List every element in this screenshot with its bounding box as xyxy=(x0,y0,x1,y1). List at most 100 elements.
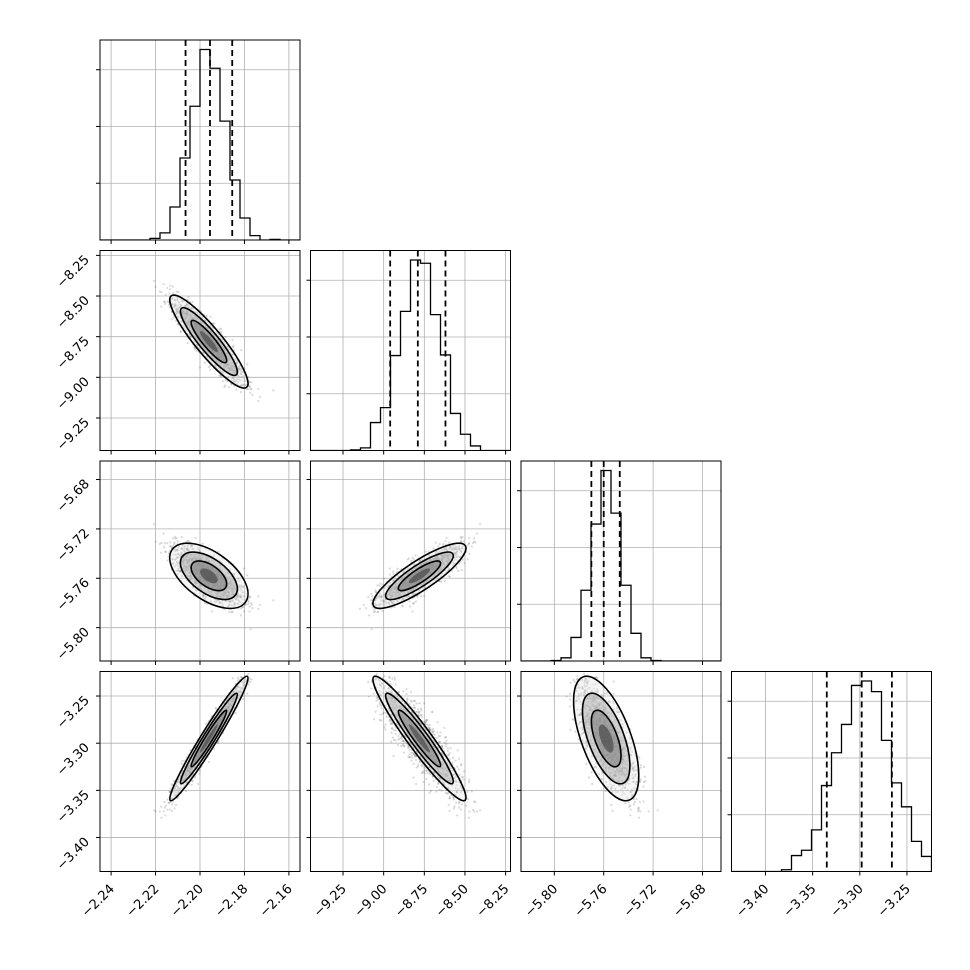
sample-point xyxy=(432,547,435,550)
sample-point xyxy=(182,545,186,548)
sample-point xyxy=(174,537,177,540)
sample-point xyxy=(221,338,224,341)
sample-point xyxy=(248,385,251,388)
sample-point xyxy=(219,559,222,562)
sample-point xyxy=(186,545,189,548)
sample-point xyxy=(258,395,262,399)
sample-point xyxy=(231,377,234,380)
sample-point xyxy=(374,599,377,602)
sample-point xyxy=(226,345,229,349)
axes-frame xyxy=(99,250,301,451)
sample-point xyxy=(171,285,174,288)
sample-point xyxy=(377,595,380,598)
sample-point xyxy=(226,380,229,383)
sample-point xyxy=(214,364,217,367)
sample-point xyxy=(228,601,231,604)
sample-point xyxy=(468,536,471,540)
sample-point xyxy=(168,306,171,309)
sample-point xyxy=(381,610,384,613)
sample-point xyxy=(378,584,381,588)
scatter-panel-2-0: −5.80−5.76−5.72−5.68 xyxy=(54,460,301,665)
sample-point xyxy=(172,544,175,547)
sample-point xyxy=(191,586,194,589)
sample-point xyxy=(234,358,237,361)
sample-point xyxy=(187,549,190,552)
sample-point xyxy=(178,306,181,310)
sample-point xyxy=(219,601,222,604)
sample-point xyxy=(204,596,207,599)
sample-point xyxy=(223,608,226,611)
sample-point xyxy=(192,547,195,550)
sample-point xyxy=(203,597,207,601)
sample-point xyxy=(454,553,457,556)
sample-point xyxy=(217,550,220,553)
sample-point xyxy=(238,579,241,583)
sample-point xyxy=(250,603,253,606)
sample-point xyxy=(232,573,235,576)
sample-point xyxy=(418,559,421,562)
sample-point xyxy=(237,577,240,580)
sample-point xyxy=(185,305,188,308)
histogram-panel-2 xyxy=(517,460,722,665)
sample-point xyxy=(177,568,180,571)
sample-point xyxy=(249,391,252,394)
sample-point xyxy=(250,381,253,384)
sample-point xyxy=(239,368,242,371)
sample-point xyxy=(244,592,248,595)
sample-point xyxy=(392,572,395,576)
sample-point xyxy=(408,600,411,603)
sample-point xyxy=(408,605,412,608)
sample-point xyxy=(379,582,382,586)
sample-point xyxy=(217,334,220,337)
grid xyxy=(310,461,511,661)
sample-point xyxy=(176,556,179,560)
sample-point xyxy=(181,299,184,302)
sample-point xyxy=(382,577,386,580)
sample-point xyxy=(186,539,189,543)
sample-point xyxy=(238,367,241,370)
sample-point xyxy=(241,606,245,609)
sample-point xyxy=(383,603,386,606)
sample-point xyxy=(160,541,163,545)
sample-point xyxy=(397,575,400,578)
sample-point xyxy=(376,610,380,614)
sample-point xyxy=(240,375,243,378)
sample-point xyxy=(378,604,381,607)
sample-point xyxy=(412,558,416,561)
sample-point xyxy=(458,547,461,551)
sample-point xyxy=(236,598,239,601)
sample-point xyxy=(402,597,405,601)
sample-point xyxy=(445,536,448,540)
sample-point xyxy=(229,600,232,603)
sample-point xyxy=(193,348,197,351)
sample-point xyxy=(434,541,437,544)
sample-point xyxy=(175,564,178,567)
sample-point xyxy=(164,293,167,296)
sample-point xyxy=(448,547,451,551)
sample-point xyxy=(183,547,186,551)
sample-point xyxy=(176,572,179,576)
sample-point xyxy=(166,559,169,562)
sample-point xyxy=(189,335,193,338)
sample-point xyxy=(459,556,462,559)
sample-point xyxy=(401,605,404,608)
sample-point xyxy=(241,606,244,609)
sample-point xyxy=(171,296,174,300)
sample-point xyxy=(169,545,172,548)
sample-point xyxy=(237,368,240,372)
sample-point xyxy=(461,558,465,561)
sample-point xyxy=(163,546,166,549)
sample-point xyxy=(455,545,458,549)
sample-point xyxy=(178,569,181,572)
sample-point xyxy=(166,300,169,303)
sample-point xyxy=(382,600,385,604)
sample-point xyxy=(242,377,246,380)
axes-frame xyxy=(310,250,511,451)
sample-point xyxy=(179,304,182,307)
sample-point xyxy=(237,367,240,370)
sample-point xyxy=(373,602,376,605)
sample-point xyxy=(380,596,383,599)
histogram-steps xyxy=(521,469,721,661)
sample-point xyxy=(452,546,455,550)
